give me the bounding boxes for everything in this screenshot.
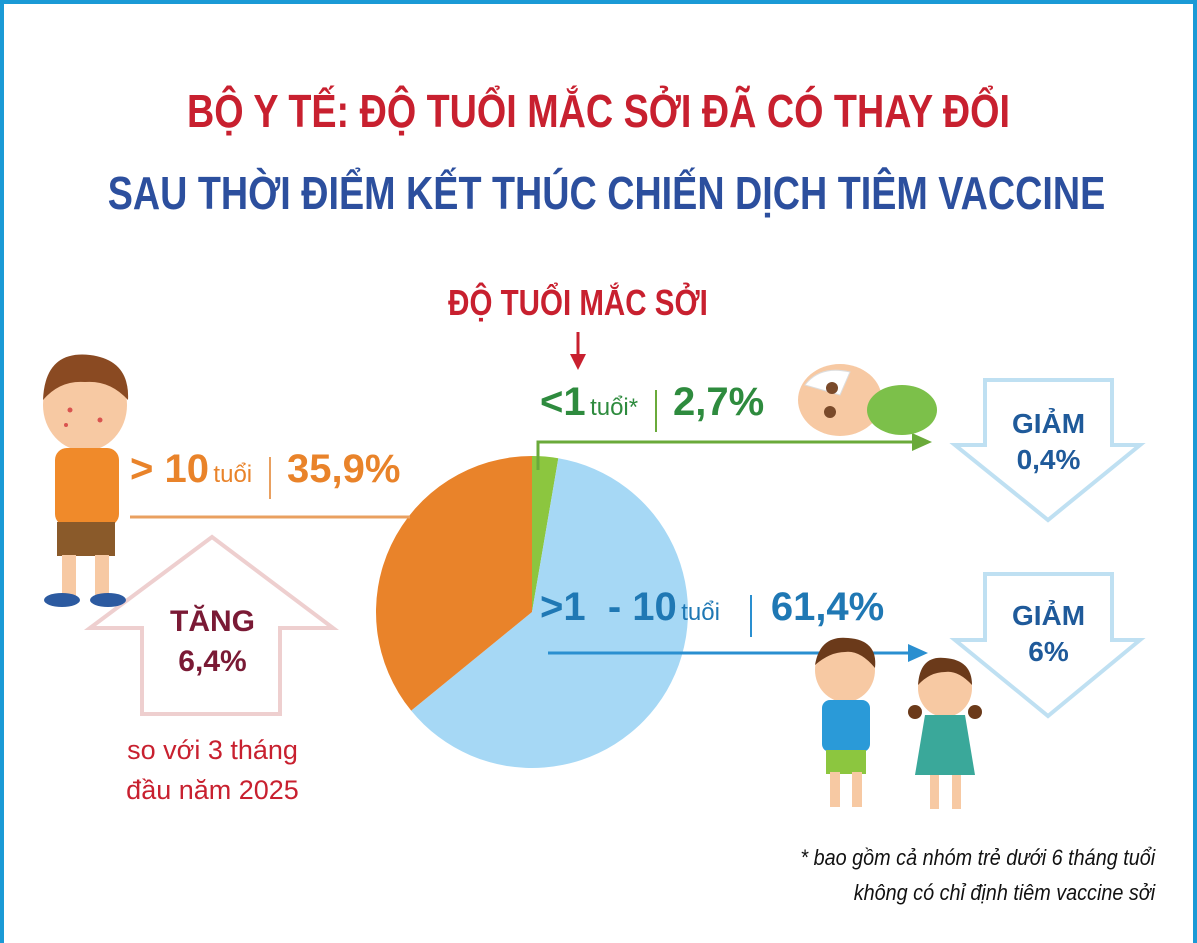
increase-label: TĂNG (170, 605, 255, 638)
sick-baby-illustration (798, 364, 937, 436)
arrow-head (570, 354, 586, 370)
pie-slice-over-10 (375, 456, 532, 711)
label-under-1: <1 tuổi* 2,7% (540, 380, 764, 432)
value-under-1: 2,7% (673, 380, 765, 424)
separator (268, 456, 271, 499)
decrease-label: GIẢM (1011, 600, 1086, 631)
increase-text: TĂNG 6,4% (140, 602, 285, 682)
decrease-value: 0,4% (1016, 444, 1081, 475)
decrease-under-1-text: GIẢM 0,4% (985, 406, 1112, 478)
label-1-10: >1 - 10 tuổi 61,4% (540, 585, 884, 637)
label-over-10-unit: tuổi (213, 461, 253, 488)
footnote: * bao gồm cả nhóm trẻ dưới 6 tháng tuổi … (800, 840, 1155, 910)
green-connector (536, 440, 918, 470)
sick-children-illustration (815, 637, 982, 809)
decrease-label: GIẢM (1011, 408, 1086, 439)
title-line-2: SAU THỜI ĐIỂM KẾT THÚC CHIẾN DỊCH TIÊM V… (107, 167, 1106, 219)
footnote-line-1: * bao gồm cả nhóm trẻ dưới 6 tháng tuổi (800, 845, 1155, 870)
decrease-1-10-text: GIẢM 6% (985, 598, 1112, 670)
decrease-arrow-icon (949, 572, 1146, 719)
label-1-10-unit: tuổi (681, 599, 720, 626)
comparison-note: so với 3 tháng đầu năm 2025 (90, 730, 335, 810)
label-under-1-unit: tuổi* (590, 394, 639, 421)
increase-arrow-icon (83, 534, 339, 716)
label-1-10-prefix: >1 - 10 (540, 585, 677, 629)
comparison-line-2: đầu năm 2025 (126, 775, 299, 805)
pie-slice-1-10 (411, 458, 688, 769)
title-line-1: BỘ Y TẾ: ĐỘ TUỔI MẮC SỞI ĐÃ CÓ THAY ĐỔI (187, 85, 1010, 137)
green-arrow-head (912, 433, 932, 451)
sick-boy-illustration (43, 354, 129, 607)
label-under-1-prefix: <1 (540, 380, 586, 424)
label-over-10: > 10 tuổi 35,9% (130, 447, 400, 499)
label-over-10-prefix: > 10 (130, 447, 209, 491)
blue-arrow-head (908, 644, 928, 662)
separator (750, 594, 753, 637)
value-1-10: 61,4% (770, 585, 885, 629)
pie-slice-under-1 (532, 456, 559, 612)
pie (375, 456, 688, 769)
footnote-line-2: không có chỉ định tiêm vaccine sởi (853, 880, 1155, 905)
decrease-value: 6% (1028, 636, 1069, 667)
increase-value: 6,4% (178, 645, 247, 678)
comparison-line-1: so với 3 tháng (127, 735, 298, 765)
decrease-arrow-icon (949, 378, 1146, 523)
separator (654, 389, 657, 432)
value-over-10: 35,9% (287, 447, 401, 491)
chart-title: ĐỘ TUỔI MẮC SỞI (448, 282, 708, 323)
